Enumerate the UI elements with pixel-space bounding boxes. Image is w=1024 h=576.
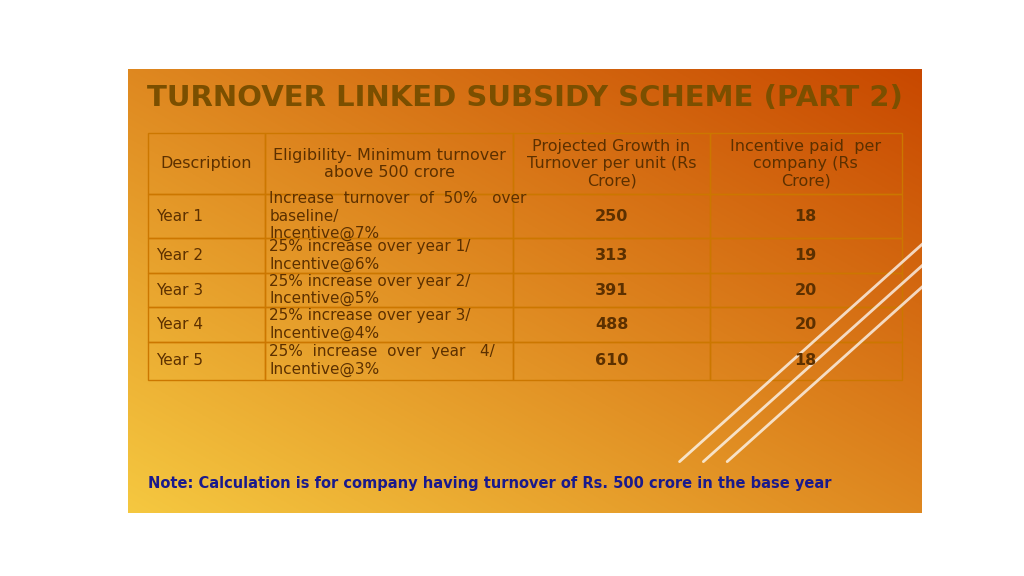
Text: 488: 488 [595,317,628,332]
Text: Eligibility- Minimum turnover
above 500 crore: Eligibility- Minimum turnover above 500 … [272,147,506,180]
Bar [710,342,902,380]
Text: 20: 20 [795,317,817,332]
Text: 25% increase over year 3/
Incentive@4%: 25% increase over year 3/ Incentive@4% [269,308,471,341]
Text: 25%  increase  over  year   4/
Incentive@3%: 25% increase over year 4/ Incentive@3% [269,344,496,377]
Text: Year 1: Year 1 [156,209,203,224]
Bar [264,273,513,308]
Text: Note: Calculation is for company having turnover of Rs. 500 crore in the base ye: Note: Calculation is for company having … [147,476,831,491]
Bar [710,308,902,342]
Text: Year 5: Year 5 [156,353,203,368]
Bar [513,273,710,308]
Text: 610: 610 [595,353,628,368]
Bar [710,273,902,308]
Text: Increase  turnover  of  50%   over
baseline/
Incentive@7%: Increase turnover of 50% over baseline/ … [269,191,526,241]
Text: 18: 18 [795,209,817,224]
Bar [513,238,710,273]
Text: Projected Growth in
Turnover per unit (Rs
Crore): Projected Growth in Turnover per unit (R… [526,139,696,189]
Text: 313: 313 [595,248,628,263]
Text: Year 2: Year 2 [156,248,203,263]
Text: Incentive paid  per
company (Rs
Crore): Incentive paid per company (Rs Crore) [730,139,882,189]
Bar [513,342,710,380]
Text: 20: 20 [795,283,817,298]
Bar [147,273,264,308]
Bar [264,134,513,194]
Text: 18: 18 [795,353,817,368]
Bar [710,238,902,273]
Bar [147,238,264,273]
Text: Year 4: Year 4 [156,317,203,332]
Bar [147,342,264,380]
Bar [264,238,513,273]
Bar [147,134,264,194]
Text: 19: 19 [795,248,817,263]
Bar [513,308,710,342]
Bar [710,134,902,194]
Text: Year 3: Year 3 [156,283,203,298]
Text: Description: Description [161,156,252,171]
Text: TURNOVER LINKED SUBSIDY SCHEME (PART 2): TURNOVER LINKED SUBSIDY SCHEME (PART 2) [146,84,903,112]
Bar [264,342,513,380]
Bar [264,308,513,342]
Bar [513,194,710,238]
Bar [147,194,264,238]
Bar [147,308,264,342]
Text: 25% increase over year 2/
Incentive@5%: 25% increase over year 2/ Incentive@5% [269,274,471,306]
Text: 250: 250 [595,209,628,224]
Bar [264,194,513,238]
Bar [513,134,710,194]
Text: 391: 391 [595,283,628,298]
Bar [710,194,902,238]
Text: 25% increase over year 1/
Incentive@6%: 25% increase over year 1/ Incentive@6% [269,240,471,272]
